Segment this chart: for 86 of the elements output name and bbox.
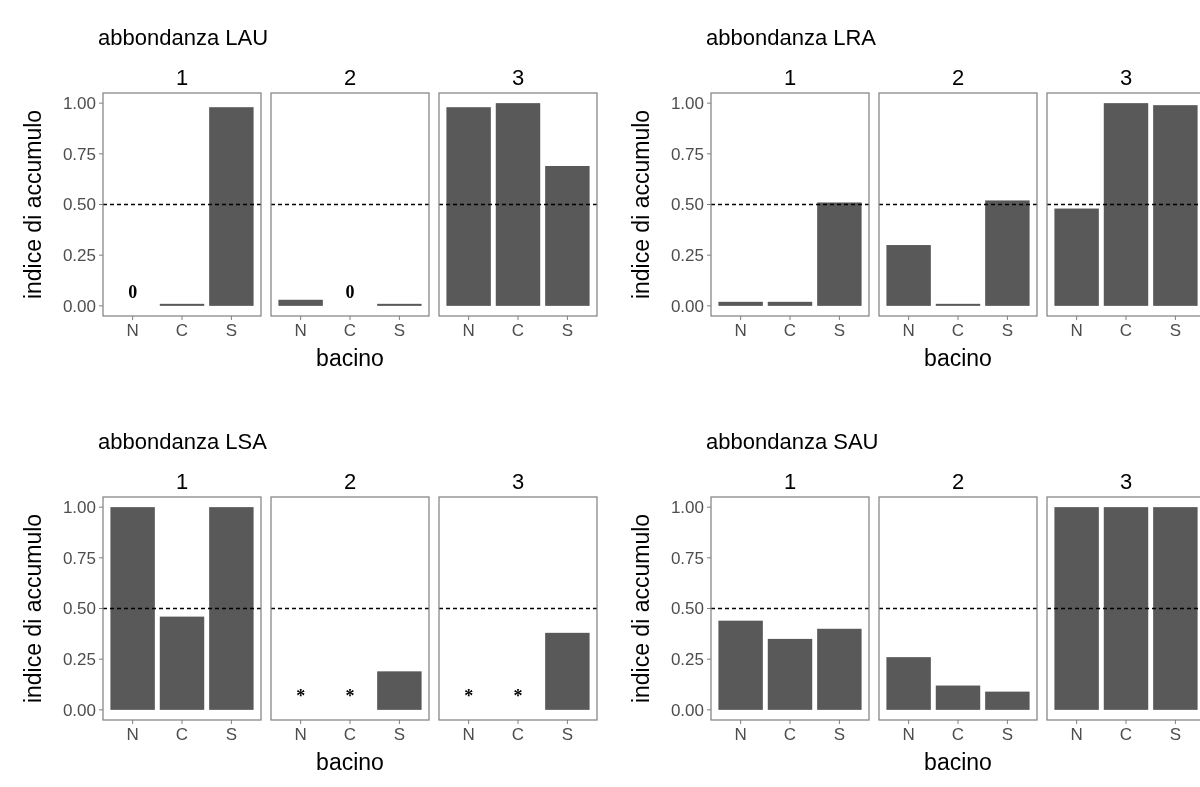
y-tick-label: 1.00 [62,94,96,114]
x-tick-label: N [294,725,307,744]
y-tick-label: 0.25 [670,650,704,670]
chart-subtitle: 2 [343,469,357,494]
y-tick-label: 0.25 [62,246,96,266]
x-axis-title: bacino [316,749,384,775]
x-tick-label: S [1169,725,1182,744]
y-axis-title: indice di accumulo [20,513,46,704]
x-tick-label: S [561,725,574,744]
x-tick-label: C [343,321,357,340]
x-tick-label: C [511,321,525,340]
y-axis-title: indice di accumulo [20,109,46,300]
x-axis-title: bacino [316,345,384,371]
y-tick-label: 0.25 [62,650,96,670]
chart-title: abbondanza SAU [706,429,879,454]
chart-subtitle: 1 [783,65,797,90]
chart-title: abbondanza LRA [706,25,877,50]
x-tick-label: C [951,725,965,744]
chart-title: abbondanza LAU [98,25,269,50]
y-tick-label: 0.00 [62,296,96,316]
x-tick-label: S [225,725,238,744]
y-tick-label: 0.50 [62,195,96,215]
data-label: 0 [345,282,355,303]
chart-subtitle: 1 [783,469,797,494]
y-tick-label: 1.00 [62,498,96,518]
y-axis-title: indice di accumulo [628,109,654,300]
x-tick-label: S [225,321,238,340]
chart-subtitle: 3 [1119,65,1133,90]
x-tick-label: S [1001,725,1014,744]
y-tick-label: 0.75 [62,144,96,164]
x-tick-label: N [462,321,475,340]
x-tick-label: S [393,725,406,744]
x-tick-label: N [734,321,747,340]
x-tick-label: S [561,321,574,340]
x-tick-label: S [1169,321,1182,340]
x-tick-label: C [1119,321,1133,340]
data-label: 0 [128,282,138,303]
x-tick-label: C [951,321,965,340]
x-tick-label: S [1001,321,1014,340]
text: * [464,686,474,707]
text: * [513,686,523,707]
x-tick-label: N [1070,725,1083,744]
y-tick-label: 1.00 [670,498,704,518]
x-tick-label: C [783,725,797,744]
y-tick-label: 0.00 [670,700,704,720]
x-tick-label: N [126,321,139,340]
y-tick-label: 0.75 [670,144,704,164]
x-tick-label: N [294,321,307,340]
y-tick-label: 0.75 [670,548,704,568]
x-tick-label: C [511,725,525,744]
x-tick-label: N [902,725,915,744]
chart-subtitle: 1 [175,469,189,494]
text: * [345,686,355,707]
chart-subtitle: 3 [511,469,525,494]
chart-subtitle: 2 [343,65,357,90]
x-tick-label: C [175,321,189,340]
x-tick-label: S [833,725,846,744]
x-tick-label: N [734,725,747,744]
y-tick-label: 0.25 [670,246,704,266]
y-tick-label: 0.75 [62,548,96,568]
x-tick-label: S [833,321,846,340]
x-tick-label: N [462,725,475,744]
chart-subtitle: 3 [511,65,525,90]
text: * [296,686,306,707]
y-tick-label: 0.00 [62,700,96,720]
chart-subtitle: 3 [1119,469,1133,494]
x-tick-label: N [902,321,915,340]
x-tick-label: C [343,725,357,744]
x-axis-title: bacino [924,749,992,775]
x-axis-title: bacino [924,345,992,371]
chart-subtitle: 2 [951,469,965,494]
x-tick-label: S [393,321,406,340]
x-tick-label: C [783,321,797,340]
chart-subtitle: 2 [951,65,965,90]
y-tick-label: 0.50 [670,599,704,619]
y-tick-label: 0.50 [62,599,96,619]
y-axis-title: indice di accumulo [628,513,654,704]
x-tick-label: N [126,725,139,744]
y-tick-label: 0.50 [670,195,704,215]
y-tick-label: 1.00 [670,94,704,114]
x-tick-label: N [1070,321,1083,340]
x-tick-label: C [1119,725,1133,744]
chart-subtitle: 1 [175,65,189,90]
y-tick-label: 0.00 [670,296,704,316]
chart-title: abbondanza LSA [98,429,268,454]
x-tick-label: C [175,725,189,744]
